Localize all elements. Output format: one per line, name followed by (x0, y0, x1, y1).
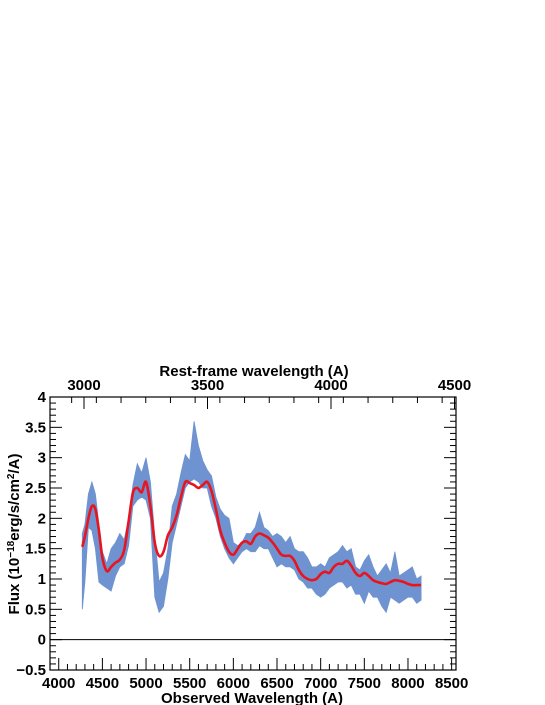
y-axis-title-part: Flux (10 (6, 558, 23, 615)
y-axis-title: Flux (10−18erg/s/cm2/A) (6, 454, 24, 615)
axis-ticks (49, 396, 456, 671)
tick-labels: 4000 4500 5000 5500 6000 6500 7000 7500 8000 8500… (16, 377, 471, 692)
y-tick-label: 1.5 (25, 541, 46, 558)
y-tick-label: 3.5 (25, 419, 46, 436)
y-tick-label: −0.5 (16, 662, 46, 679)
x-tick-label: 7500 (348, 675, 381, 692)
y-tick-label: 0 (38, 632, 46, 649)
x-tick-label: 6500 (260, 675, 293, 692)
y-axis-title-exponent: 2 (6, 473, 17, 479)
smoothed-fit-line (81, 479, 422, 587)
y-tick-label: 3 (38, 450, 46, 467)
top-tick-label: 4500 (438, 377, 471, 394)
y-tick-label: 1 (38, 571, 46, 588)
observed-flux-band (81, 421, 422, 614)
y-axis-title-part: erg/s/cm (6, 479, 23, 541)
x-tick-label: 8000 (391, 675, 424, 692)
x-tick-label: 5500 (173, 675, 206, 692)
top-tick-label: 3000 (67, 377, 100, 394)
smoothed-fit-curve (81, 479, 422, 587)
x-axis-title: Observed Wavelength (A) (161, 690, 343, 705)
y-tick-label: 0.5 (25, 601, 46, 618)
top-tick-label: 4000 (314, 377, 347, 394)
x-tick-label: 8500 (435, 675, 468, 692)
observed-spectrum-band (81, 421, 422, 614)
x-tick-label: 7000 (304, 675, 337, 692)
y-tick-label: 2 (38, 510, 46, 527)
y-tick-label: 2.5 (25, 480, 46, 497)
y-axis-title-exponent: −18 (6, 540, 17, 557)
x-tick-label: 6000 (217, 675, 250, 692)
y-axis-title-part: /A) (6, 454, 23, 474)
top-axis-title: Rest-frame wavelength (A) (159, 363, 348, 380)
x-tick-label: 4000 (42, 675, 75, 692)
plot-frame (49, 396, 457, 671)
x-tick-label: 5000 (129, 675, 162, 692)
y-tick-label: 4 (38, 389, 47, 406)
x-tick-label: 4500 (86, 675, 119, 692)
top-tick-label: 3500 (191, 377, 224, 394)
